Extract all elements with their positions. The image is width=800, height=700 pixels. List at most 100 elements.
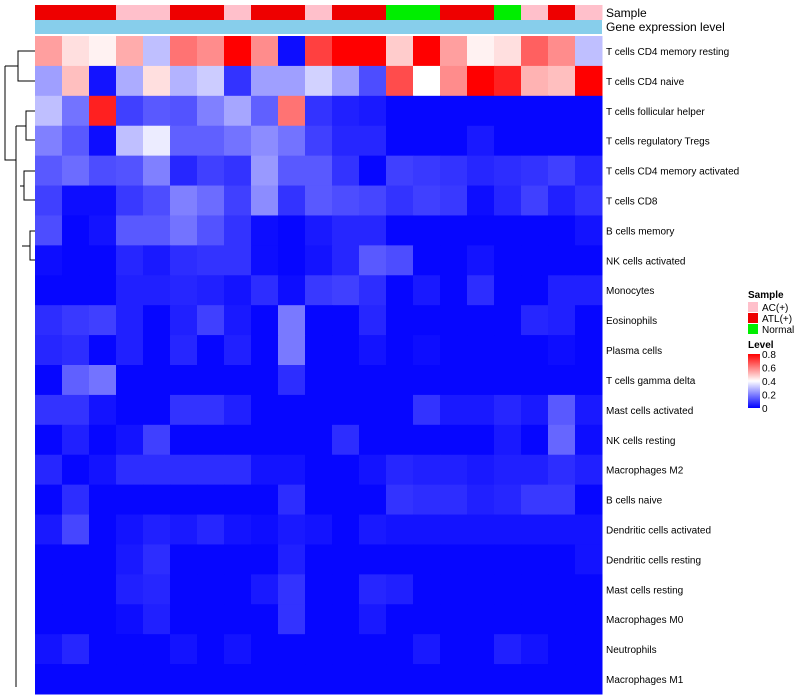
heatmap-cell bbox=[440, 484, 468, 516]
heatmap-cell bbox=[332, 484, 360, 516]
heatmap-cell bbox=[116, 36, 144, 67]
heatmap-cell bbox=[170, 185, 198, 216]
heatmap-cell bbox=[278, 544, 306, 575]
heatmap-cell bbox=[305, 215, 333, 246]
row-label: NK cells activated bbox=[606, 256, 685, 267]
legend-sample-label: ATL(+) bbox=[762, 314, 792, 325]
heatmap-cell bbox=[224, 484, 252, 516]
heatmap-cell bbox=[170, 155, 198, 187]
heatmap-cell bbox=[35, 305, 63, 336]
heatmap-cell bbox=[575, 215, 603, 246]
heatmap-cell bbox=[332, 335, 360, 366]
heatmap-cell bbox=[197, 305, 225, 336]
heatmap-cell bbox=[251, 275, 279, 306]
sample-annotation-cell bbox=[278, 5, 306, 20]
heatmap-cell bbox=[413, 424, 441, 456]
heatmap-cell bbox=[143, 95, 171, 127]
heatmap-cell bbox=[521, 454, 549, 486]
heatmap-cell bbox=[305, 275, 333, 306]
heatmap-cell bbox=[116, 185, 144, 216]
heatmap-cell bbox=[170, 604, 198, 635]
heatmap-cell bbox=[521, 215, 549, 246]
heatmap-cell bbox=[386, 424, 414, 456]
heatmap-cell bbox=[62, 155, 90, 187]
heatmap-cell bbox=[521, 335, 549, 366]
heatmap-cell bbox=[278, 245, 306, 276]
heatmap-cell bbox=[467, 664, 495, 695]
annotation-label-gene-expression: Gene expression level bbox=[606, 20, 725, 34]
heatmap-cell bbox=[305, 125, 333, 157]
heatmap-cell bbox=[521, 155, 549, 187]
row-label: T cells CD4 memory activated bbox=[606, 167, 739, 178]
heatmap-cell bbox=[548, 544, 576, 575]
heatmap-cell bbox=[170, 215, 198, 246]
heatmap-cell bbox=[440, 424, 468, 456]
heatmap-cell bbox=[35, 424, 63, 456]
heatmap-cell bbox=[35, 95, 63, 127]
heatmap-cell bbox=[251, 245, 279, 276]
heatmap-cell bbox=[440, 335, 468, 366]
row-label: T cells gamma delta bbox=[606, 376, 696, 387]
heatmap-cell bbox=[251, 155, 279, 187]
row-label: Mast cells activated bbox=[606, 406, 693, 417]
heatmap-cell bbox=[224, 634, 252, 665]
heatmap-cell bbox=[305, 544, 333, 575]
sample-annotation-cell bbox=[359, 5, 387, 20]
heatmap-cell bbox=[197, 365, 225, 396]
heatmap-cell bbox=[413, 454, 441, 486]
heatmap-cell bbox=[62, 95, 90, 127]
heatmap-cell bbox=[359, 634, 387, 665]
heatmap-cell bbox=[89, 245, 117, 276]
heatmap-cell bbox=[548, 454, 576, 486]
heatmap-cell bbox=[305, 664, 333, 695]
heatmap-cell bbox=[197, 215, 225, 246]
heatmap-cell bbox=[494, 65, 522, 97]
heatmap-cell bbox=[62, 394, 90, 426]
heatmap-cell bbox=[332, 544, 360, 575]
heatmap-cell bbox=[467, 424, 495, 456]
heatmap-cell bbox=[62, 484, 90, 516]
heatmap-cell bbox=[305, 335, 333, 366]
row-label: Monocytes bbox=[606, 286, 654, 297]
heatmap-cell bbox=[116, 544, 144, 575]
heatmap-cell bbox=[143, 305, 171, 336]
heatmap-cell bbox=[116, 305, 144, 336]
heatmap-cell bbox=[521, 125, 549, 157]
legend-sample-swatch bbox=[748, 324, 758, 334]
heatmap-cell bbox=[89, 544, 117, 575]
heatmap-cell bbox=[332, 275, 360, 306]
heatmap-cell bbox=[467, 544, 495, 575]
legend-sample-swatch bbox=[748, 313, 758, 323]
heatmap-cell bbox=[575, 634, 603, 665]
heatmap-cell bbox=[62, 125, 90, 157]
heatmap-cell bbox=[197, 634, 225, 665]
heatmap-cell bbox=[413, 544, 441, 575]
heatmap-cell bbox=[305, 394, 333, 426]
heatmap-cell bbox=[35, 125, 63, 157]
legend-level: Level 0.8 0.6 0.4 0.2 0 bbox=[748, 340, 776, 415]
heatmap-cell bbox=[413, 394, 441, 426]
heatmap-cell bbox=[170, 424, 198, 456]
heatmap-cell bbox=[386, 634, 414, 665]
heatmap-cell bbox=[62, 634, 90, 665]
heatmap-cell bbox=[386, 155, 414, 187]
heatmap-cell bbox=[116, 574, 144, 605]
heatmap-cell bbox=[116, 454, 144, 486]
row-label: B cells naive bbox=[606, 496, 663, 507]
heatmap-cell bbox=[413, 305, 441, 336]
row-label: Macrophages M2 bbox=[606, 466, 684, 477]
heatmap-cell bbox=[35, 65, 63, 97]
heatmap-cell bbox=[305, 65, 333, 97]
heatmap-cell bbox=[278, 574, 306, 605]
heatmap-cell bbox=[62, 215, 90, 246]
sample-annotation-cell bbox=[575, 5, 603, 20]
heatmap-cell bbox=[521, 634, 549, 665]
legend-sample-swatch bbox=[748, 302, 758, 312]
heatmap-cell bbox=[197, 155, 225, 187]
heatmap-cell bbox=[35, 245, 63, 276]
heatmap-cell bbox=[197, 574, 225, 605]
heatmap-cell bbox=[116, 155, 144, 187]
heatmap-cell bbox=[521, 275, 549, 306]
heatmap-cell bbox=[386, 365, 414, 396]
heatmap-cell bbox=[143, 275, 171, 306]
